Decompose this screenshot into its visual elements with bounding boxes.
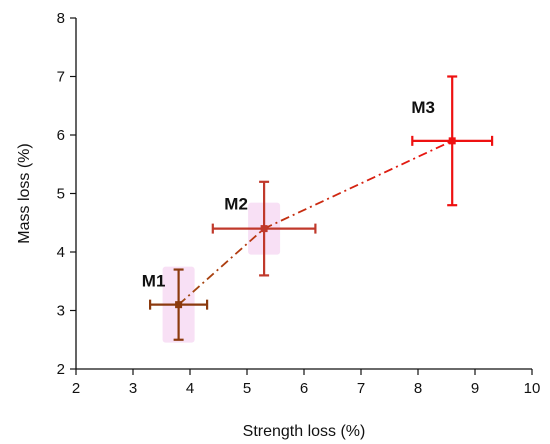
x-tick-label: 9 — [471, 380, 479, 397]
point-label: M3 — [411, 98, 435, 117]
x-tick-label: 10 — [524, 380, 541, 397]
x-tick-label: 8 — [414, 380, 422, 397]
point-marker — [260, 225, 268, 233]
y-tick-label: 5 — [57, 186, 65, 203]
y-tick-label: 2 — [57, 361, 65, 378]
y-tick-label: 6 — [57, 127, 65, 144]
connector-line — [178, 140, 453, 306]
point-marker — [175, 301, 183, 309]
x-tick-label: 7 — [357, 380, 365, 397]
x-tick-label: 4 — [186, 380, 194, 397]
point-label: M1 — [142, 272, 166, 291]
y-tick-label: 3 — [57, 303, 65, 320]
connector-layer — [178, 140, 453, 306]
y-axis-title: Mass loss (%) — [16, 143, 33, 243]
y-tick-label: 8 — [57, 10, 65, 27]
data-point-m2: M2 — [211, 180, 317, 277]
x-axis-title: Strength loss (%) — [243, 423, 366, 440]
points-layer: M1 M2 M3 — [142, 75, 494, 341]
x-tick-label: 5 — [243, 380, 251, 397]
x-tick-label: 6 — [300, 380, 308, 397]
y-tick-label: 7 — [57, 69, 65, 86]
data-point-m1: M1 — [142, 268, 209, 341]
x-tick-label: 2 — [72, 380, 80, 397]
axes: 2 3 4 5 6 7 8 9 10 2 3 4 5 6 7 8 — [57, 10, 541, 397]
point-marker — [448, 137, 456, 145]
highlight-layer — [162, 202, 281, 343]
data-point-m3: M3 — [411, 75, 494, 207]
x-tick-label: 3 — [129, 380, 137, 397]
y-tick-label: 4 — [57, 244, 65, 261]
point-label: M2 — [224, 195, 248, 214]
